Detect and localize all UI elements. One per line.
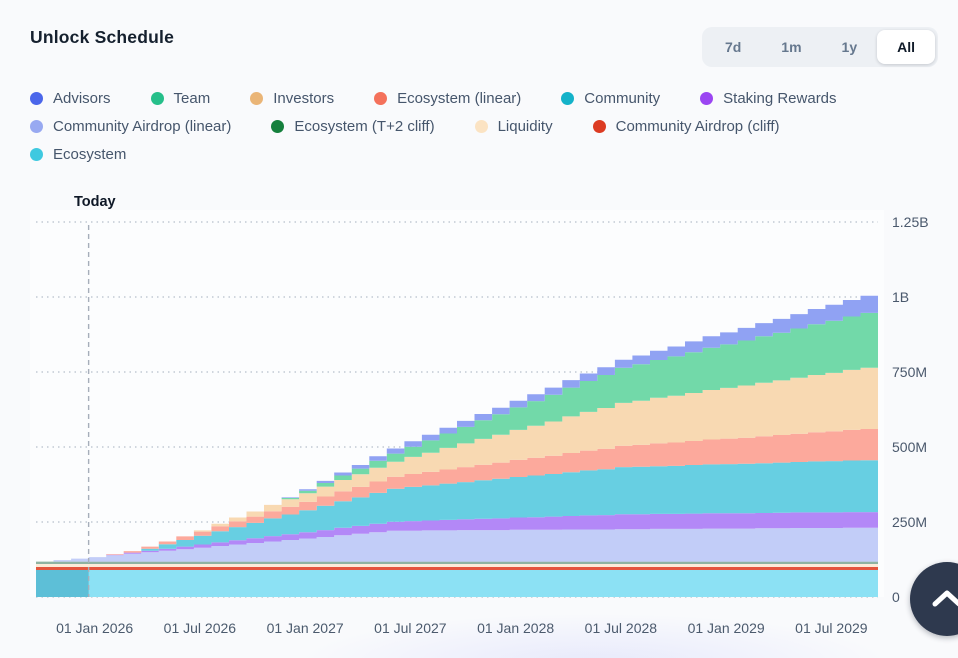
legend-label: Community Airdrop (cliff) (615, 118, 780, 135)
legend-label: Advisors (53, 90, 111, 107)
series-area-community-airdrop-linear (36, 527, 878, 562)
legend-item-ecosystem-t-2-cliff[interactable]: Ecosystem (T+2 cliff) (271, 118, 435, 135)
legend-label: Community (584, 90, 661, 107)
legend-item-community-airdrop-cliff[interactable]: Community Airdrop (cliff) (592, 118, 780, 135)
legend-item-ecosystem-linear[interactable]: Ecosystem (linear) (374, 90, 521, 107)
legend-item-staking-rewards[interactable]: Staking Rewards (700, 90, 837, 107)
series-area-ecosystem (36, 570, 878, 597)
x-tick-label-01-jan-2029: 01 Jan 2029 (687, 620, 765, 636)
chevron-up-icon (932, 590, 958, 607)
x-tick-label-01-jan-2027: 01 Jan 2027 (266, 620, 344, 636)
legend-label: Liquidity (497, 118, 553, 135)
legend-label: Community Airdrop (linear) (53, 118, 232, 135)
legend-item-ecosystem[interactable]: Ecosystem (30, 146, 126, 163)
y-tick-label-0: 0 (892, 589, 900, 605)
legend-item-community[interactable]: Community (561, 90, 660, 107)
series-area-community-airdrop-cliff (36, 567, 878, 570)
y-tick-label-1b: 1B (892, 289, 910, 305)
x-tick-label-01-jul-2029: 01 Jul 2029 (795, 620, 868, 636)
scroll-to-top-button[interactable] (910, 562, 958, 636)
range-button-all[interactable]: All (877, 30, 935, 64)
today-label: Today (74, 194, 116, 210)
x-tick-label-01-jul-2028: 01 Jul 2028 (584, 620, 658, 636)
x-tick-label-01-jul-2026: 01 Jul 2026 (163, 620, 237, 636)
legend-dot-investors (250, 92, 264, 105)
legend-item-team[interactable]: Team (150, 90, 211, 107)
y-tick-label-1-25b: 1.25B (892, 214, 929, 230)
legend-dot-ecosystem-t-2-cliff (271, 120, 285, 133)
legend-dot-ecosystem (30, 148, 43, 161)
legend-dot-ecosystem-linear (374, 92, 388, 105)
page-title: Unlock Schedule (30, 27, 175, 47)
legend-dot-advisors (30, 92, 43, 105)
legend-dot-community (561, 92, 575, 105)
series-area-liquidity (36, 564, 878, 567)
legend-row: Advisors Team Investors Ecosystem (linear) C… (30, 90, 930, 107)
legend-dot-community-airdrop-linear (30, 120, 43, 133)
legend-dot-staking-rewards (700, 92, 714, 105)
legend-dot-team (150, 92, 164, 105)
legend-label: Ecosystem (T+2 cliff) (294, 118, 435, 135)
legend-label: Ecosystem (53, 146, 127, 163)
series-area-ecosystem-t2-cliff (36, 561, 878, 564)
legend-label: Investors (273, 90, 335, 107)
legend-dot-liquidity (474, 120, 488, 133)
legend-label: Team (173, 90, 211, 107)
past-period-shade (36, 570, 89, 597)
y-tick-label-500m: 500M (892, 439, 928, 455)
legend-item-investors[interactable]: Investors (250, 90, 334, 107)
range-button-1m[interactable]: 1m (761, 30, 821, 64)
series-area-investors (36, 367, 878, 562)
series-area-community (36, 460, 878, 562)
y-tick-label-250m: 250M (892, 514, 928, 530)
chart-legend: Advisors Team Investors Ecosystem (linear) C… (30, 90, 930, 174)
legend-label: Ecosystem (linear) (397, 90, 522, 107)
legend-dot-community-airdrop-cliff (592, 120, 606, 133)
legend-item-liquidity[interactable]: Liquidity (474, 118, 553, 135)
series-area-staking-rewards (36, 512, 878, 562)
range-button-7d[interactable]: 7d (705, 30, 761, 64)
y-tick-label-750m: 750M (892, 364, 928, 380)
legend-row: Community Airdrop (linear) Ecosystem (T+2… (30, 118, 930, 135)
legend-label: Staking Rewards (723, 90, 837, 107)
x-tick-label-01-jan-2028: 01 Jan 2028 (477, 620, 555, 636)
series-area-team (36, 312, 878, 562)
legend-item-advisors[interactable]: Advisors (30, 90, 111, 107)
x-tick-label-01-jul-2027: 01 Jul 2027 (374, 620, 447, 636)
series-area-ecosystem-linear (36, 429, 878, 562)
x-tick-label-01-jan-2026: 01 Jan 2026 (56, 620, 134, 636)
range-selector: 7d 1m 1y All (701, 27, 938, 67)
range-button-1y[interactable]: 1y (822, 30, 878, 64)
series-area-advisors (36, 295, 878, 562)
legend-row: Ecosystem (30, 146, 930, 163)
legend-item-community-airdrop-linear[interactable]: Community Airdrop (linear) (30, 118, 231, 135)
